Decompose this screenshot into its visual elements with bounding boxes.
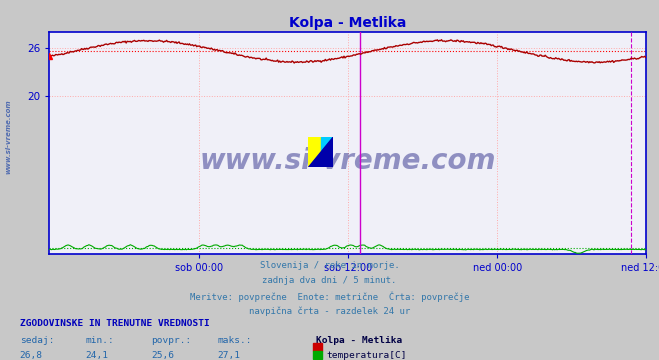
Title: Kolpa - Metlika: Kolpa - Metlika: [289, 16, 407, 30]
Text: sedaj:: sedaj:: [20, 336, 54, 345]
Text: 26,8: 26,8: [20, 351, 43, 360]
Text: Slovenija / reke in morje.: Slovenija / reke in morje.: [260, 261, 399, 270]
Text: temperatura[C]: temperatura[C]: [326, 351, 407, 360]
Text: 24,1: 24,1: [86, 351, 109, 360]
Text: min.:: min.:: [86, 336, 115, 345]
Text: Kolpa - Metlika: Kolpa - Metlika: [316, 336, 403, 345]
Text: www.si-vreme.com: www.si-vreme.com: [5, 99, 11, 174]
Text: 27,1: 27,1: [217, 351, 241, 360]
Text: zadnja dva dni / 5 minut.: zadnja dva dni / 5 minut.: [262, 276, 397, 285]
Text: www.si-vreme.com: www.si-vreme.com: [200, 147, 496, 175]
Text: 25,6: 25,6: [152, 351, 175, 360]
Text: povpr.:: povpr.:: [152, 336, 192, 345]
Text: navpična črta - razdelek 24 ur: navpična črta - razdelek 24 ur: [249, 306, 410, 316]
Text: maks.:: maks.:: [217, 336, 252, 345]
Bar: [308, 137, 321, 167]
Bar: [321, 137, 333, 167]
Text: ZGODOVINSKE IN TRENUTNE VREDNOSTI: ZGODOVINSKE IN TRENUTNE VREDNOSTI: [20, 319, 210, 328]
Polygon shape: [308, 137, 333, 167]
Text: Meritve: povprečne  Enote: metrične  Črta: povprečje: Meritve: povprečne Enote: metrične Črta:…: [190, 291, 469, 302]
